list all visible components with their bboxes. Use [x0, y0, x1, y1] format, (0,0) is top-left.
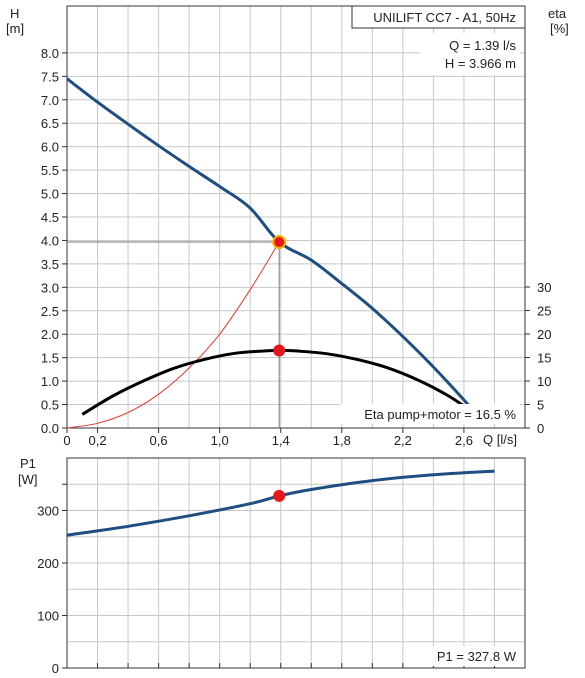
x-tick-label: 0 [63, 433, 70, 448]
x-tick-label: 2,2 [394, 433, 412, 448]
y-tick-label: 3.5 [41, 257, 59, 272]
y-tick-label: 7.0 [41, 93, 59, 108]
operating-point-q: Q = 1.39 l/s [449, 38, 516, 53]
p1-tick-label: 100 [37, 609, 59, 624]
y2-tick-label: 15 [537, 351, 551, 366]
y-tick-label: 6.0 [41, 140, 59, 155]
x-tick-label: 1,4 [272, 433, 290, 448]
bottom-grid [67, 458, 525, 668]
p1-axis-label-top: P1 [20, 456, 36, 471]
operating-point-head-marker [272, 235, 287, 250]
y-tick-label: 0.5 [41, 398, 59, 413]
x-tick-label: 0,6 [150, 433, 168, 448]
y2-tick-label: 10 [537, 374, 551, 389]
y2-axis-label-top: eta [548, 6, 567, 21]
y2-tick-label: 0 [537, 421, 544, 436]
eta-label: Eta pump+motor = 16.5 % [364, 407, 516, 422]
y-tick-label: 1.0 [41, 374, 59, 389]
y2-tick-label: 30 [537, 280, 551, 295]
y-tick-label: 5.5 [41, 163, 59, 178]
y-axis-label-top: H [10, 6, 19, 21]
operating-point-eta-marker [273, 344, 286, 357]
operating-point-power-marker [273, 489, 286, 502]
y-tick-label: 4.0 [41, 233, 59, 248]
p1-tick-label: 300 [37, 504, 59, 519]
x-tick-label: 0,2 [88, 433, 106, 448]
y-tick-label: 5.0 [41, 187, 59, 202]
p1-tick-label: 0 [52, 661, 59, 676]
power-label-box [415, 646, 520, 666]
system-curve [66, 241, 280, 429]
y-tick-label: 7.5 [41, 69, 59, 84]
y-tick-label: 2.5 [41, 304, 59, 319]
y-tick-label: 4.5 [41, 210, 59, 225]
power-label: P1 = 327.8 W [437, 649, 517, 664]
y2-tick-label: 5 [537, 398, 544, 413]
x-tick-label: 1,0 [211, 433, 229, 448]
top-ticks: 0.0 0.5 1.0 1.5 2.0 2.5 3.0 3.5 4.0 4.5 5.0 5.5 6.0 6… [41, 46, 552, 448]
y-tick-label: 6.5 [41, 116, 59, 131]
y2-tick-label: 20 [537, 327, 551, 342]
top-grid [67, 6, 525, 428]
y-tick-label: 1.5 [41, 351, 59, 366]
x-axis-label: Q [l/s] [483, 432, 517, 447]
y2-axis-label-bottom: [%] [550, 21, 569, 36]
bottom-ticks: 0 100 200 300 [37, 483, 495, 676]
operating-point-box [420, 33, 520, 75]
y-tick-label: 3.0 [41, 280, 59, 295]
y-tick-label: 2.0 [41, 327, 59, 342]
x-tick-label: 1,8 [333, 433, 351, 448]
operating-point-h: H = 3.966 m [445, 56, 516, 71]
y-tick-label: 8.0 [41, 46, 59, 61]
chart-title: UNILIFT CC7 - A1, 50Hz [373, 10, 516, 25]
eta-label-box [340, 404, 520, 424]
y-axis-label-bottom: [m] [6, 21, 24, 36]
x-tick-label: 2,6 [455, 433, 473, 448]
p1-axis-label-bottom: [W] [18, 472, 38, 487]
p1-tick-label: 200 [37, 556, 59, 571]
chart-title-box [351, 5, 526, 29]
y-tick-label: 0.0 [41, 421, 59, 436]
y2-tick-label: 25 [537, 304, 551, 319]
top-series [66, 77, 484, 429]
